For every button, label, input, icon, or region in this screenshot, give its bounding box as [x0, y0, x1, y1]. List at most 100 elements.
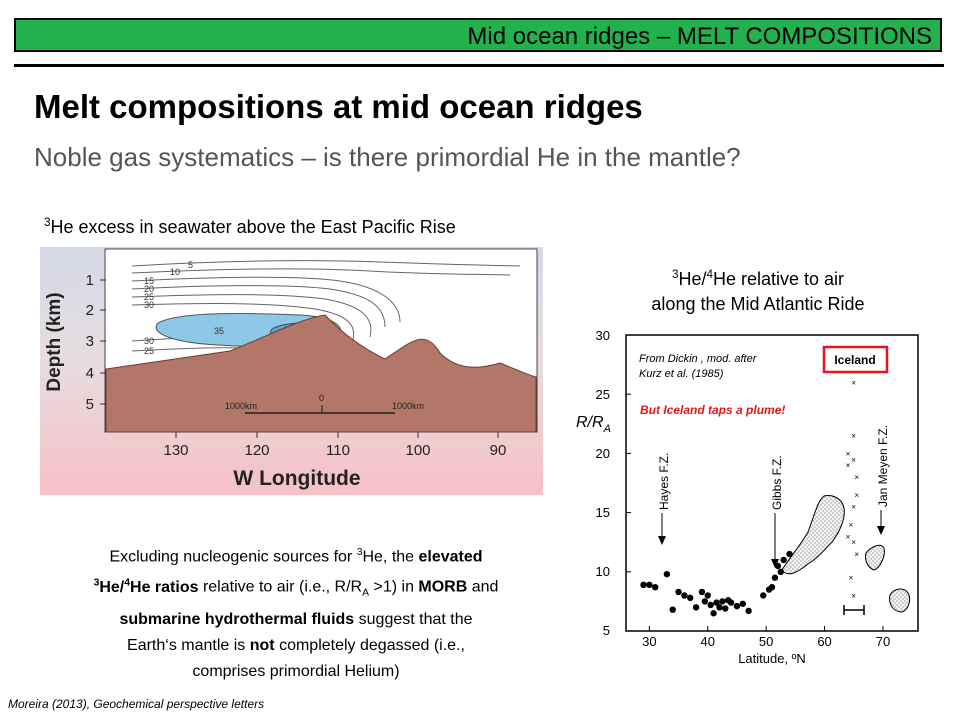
x-tick-label: 60: [817, 634, 831, 649]
plot-frame: [625, 334, 919, 632]
x-tick-label: 110: [326, 442, 350, 459]
x-tick-label: 130: [163, 442, 188, 459]
contour-label: 35: [214, 326, 224, 336]
x-tick-label: 120: [244, 442, 269, 459]
x-axis-label: Latitude, ºN: [738, 651, 806, 666]
data-point: [704, 592, 711, 599]
body-sup: 4: [124, 577, 131, 589]
data-point: [780, 556, 787, 564]
data-point: [739, 600, 746, 607]
data-point-cross: ×: [854, 473, 859, 482]
data-point-cross: ×: [846, 532, 851, 541]
data-point: [687, 594, 694, 602]
data-point: [698, 588, 706, 596]
body-text: and: [467, 578, 499, 596]
contour-label: 30: [144, 300, 154, 310]
east-pacific-rise-figure: 5 10 15 20 25 30 35 40 30 25 20 1000km 0…: [40, 247, 543, 495]
caption-superscript: 3: [44, 216, 51, 229]
data-point-cross: ×: [849, 520, 854, 529]
body-bold: He ratios: [130, 578, 199, 596]
data-point-cross: ×: [854, 491, 859, 500]
data-point-cross: ×: [854, 550, 859, 559]
data-point-cross: ×: [851, 503, 856, 512]
body-sub: A: [362, 587, 370, 599]
y-axis-label: R/RA: [576, 414, 611, 435]
right-figure-caption: 3He/4He relative to air along the Mid At…: [620, 262, 896, 317]
caption-part: He relative to air: [712, 269, 845, 289]
body-line: comprises primordial Helium): [192, 662, 400, 680]
iceland-label: Iceland: [834, 353, 875, 367]
body-bold: elevated: [418, 548, 483, 566]
y-tick-label: 5: [86, 396, 94, 413]
body-line: 3He/4He ratios relative to air (i.e., R/…: [46, 570, 546, 607]
body-text: He, the: [362, 548, 419, 566]
caption-sup: 4: [706, 268, 713, 281]
data-point: [663, 570, 671, 578]
y-axis-label-main: R/R: [576, 414, 604, 431]
slide-subtitle: Noble gas systematics – is there primord…: [34, 142, 741, 172]
data-point: [675, 588, 682, 596]
y-tick-label: 4: [86, 365, 94, 382]
data-point: [719, 598, 726, 605]
y-axis-label-sub: A: [603, 423, 611, 435]
data-point: [707, 601, 714, 609]
y-tick-label: 20: [596, 446, 610, 461]
x-tick-label: 30: [642, 634, 656, 649]
body-line: Earth‘s mantle is not completely degasse…: [46, 633, 546, 659]
hayes-fz-arrowhead: [658, 536, 666, 545]
x-tick-label: 100: [405, 442, 430, 459]
data-point-cross: ×: [851, 591, 856, 600]
data-point: [646, 581, 653, 589]
x-tick-label: 90: [490, 442, 507, 459]
body-sup: 3: [356, 547, 363, 558]
y-tick-label: 5: [603, 623, 610, 638]
y-axis-label: Depth (km): [44, 292, 65, 391]
data-point: [701, 598, 709, 605]
scale-label-zero: 0: [319, 393, 324, 403]
body-bold: submarine hydrothermal fluids: [119, 610, 355, 628]
body-text: >1) in: [369, 578, 419, 596]
body-text: completely degassed (i.e.,: [274, 636, 465, 654]
north-field: [889, 588, 911, 613]
scale-label-left: 1000km: [225, 401, 257, 411]
body-text: suggest that the: [354, 610, 473, 628]
y-tick-label: 15: [596, 505, 610, 520]
y-tick-label: 1: [86, 272, 94, 289]
body-paragraph: Excluding nucleogenic sources for 3He, t…: [46, 540, 546, 685]
y-tick-label: 2: [86, 302, 94, 319]
body-text: Earth‘s mantle is: [127, 636, 250, 654]
y-tick-label: 3: [86, 333, 94, 350]
body-bold: He/: [99, 578, 125, 596]
data-point: [652, 583, 659, 591]
source-note-line-1: From Dickin , mod. after: [639, 353, 758, 365]
slide-title: Melt compositions at mid ocean ridges: [34, 88, 643, 125]
iceland-field: [781, 495, 845, 575]
data-point: [692, 604, 700, 611]
data-point: [760, 592, 767, 599]
contour-label: 20: [144, 284, 154, 294]
data-point: [777, 568, 784, 575]
data-point: [774, 562, 782, 570]
body-text: relative to air (i.e., R/R: [198, 578, 363, 596]
data-point: [722, 605, 729, 612]
gibbs-fz-arrowhead: [771, 559, 779, 568]
contour-label: 25: [144, 292, 154, 302]
caption-part: He/: [678, 269, 707, 289]
caption-line-1: 3He/4He relative to air: [620, 262, 896, 292]
data-point-cross: ×: [851, 378, 856, 387]
citation: Moreira (2013), Geochemical perspective …: [8, 697, 265, 711]
data-point-cross: ×: [846, 449, 851, 458]
body-bold: MORB: [418, 578, 468, 596]
y-tick-label: 10: [596, 564, 610, 579]
left-figure-caption: 3He excess in seawater above the East Pa…: [44, 216, 456, 238]
data-point: [640, 581, 647, 589]
contour-label: 15: [144, 276, 154, 286]
x-tick-label: 70: [876, 634, 890, 649]
data-point-cross: ×: [849, 574, 854, 583]
body-line: Excluding nucleogenic sources for 3He, t…: [46, 540, 546, 570]
data-point: [727, 599, 735, 606]
body-sup: 3: [93, 577, 100, 589]
contour-label: 30: [144, 336, 154, 346]
body-bold: not: [249, 636, 275, 654]
iceland-label-box: [822, 345, 889, 374]
